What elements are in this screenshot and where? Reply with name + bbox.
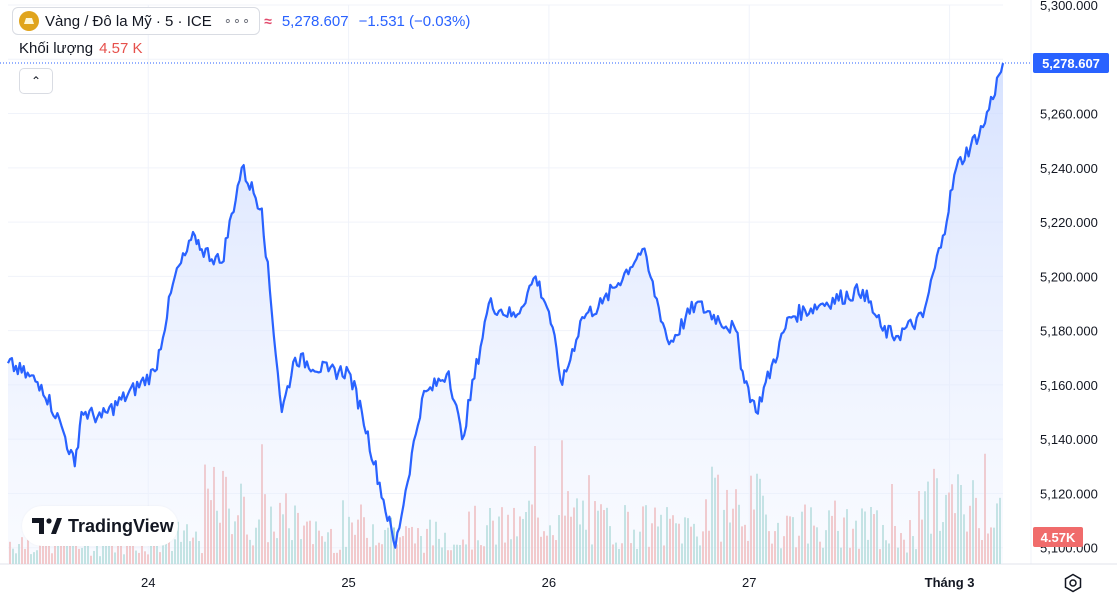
volume-value: 4.57 K	[99, 40, 143, 57]
tradingview-brand: TradingView	[68, 515, 174, 536]
y-tick-label: 5,260.000	[1040, 107, 1098, 122]
y-tick-label: 5,120.000	[1040, 486, 1098, 501]
price-tag-bg	[1033, 53, 1109, 74]
more-options-icon[interactable]: ∘∘∘	[223, 13, 252, 28]
y-tick-label: 5,140.000	[1040, 432, 1098, 447]
price-axis[interactable]: 5,300.0005,280.0005,260.0005,240.0005,22…	[1040, 0, 1098, 556]
x-tick-label: Tháng 3	[925, 575, 975, 590]
time-axis[interactable]: 24 25 26 27 Tháng 3	[141, 575, 974, 590]
y-tick-label: 5,220.000	[1040, 215, 1098, 230]
chevron-up-icon: ⌃	[30, 74, 42, 88]
x-tick-label: 25	[341, 575, 355, 590]
y-tick-label: 5,200.000	[1040, 269, 1098, 284]
x-tick-label: 24	[141, 575, 155, 590]
tradingview-logo-icon	[32, 518, 62, 534]
y-tick-label: 5,300.000	[1040, 0, 1098, 13]
symbol-selector[interactable]: Vàng / Đô la Mỹ · 5 · ICE ∘∘∘	[12, 7, 261, 35]
chart-legend: Vàng / Đô la Mỹ · 5 · ICE ∘∘∘ ≈ 5,278.60…	[12, 7, 470, 35]
price-line	[7, 62, 1005, 549]
symbol-title: Vàng / Đô la Mỹ · 5 · ICE	[45, 12, 212, 30]
volume-tag: 4.57K	[1033, 527, 1083, 547]
y-tick-label: 5,160.000	[1040, 378, 1098, 393]
price-area-fill	[8, 63, 1003, 564]
x-tick-label: 26	[542, 575, 556, 590]
volume-tag-bg	[1033, 527, 1083, 547]
wave-icon: ≈	[264, 13, 272, 29]
tradingview-badge[interactable]: TradingView	[22, 506, 178, 546]
volume-tag-text: 4.57K	[1041, 530, 1076, 545]
last-price: 5,278.607	[281, 12, 349, 30]
price-tag-text: 5,278.607	[1042, 56, 1100, 71]
gold-icon	[19, 11, 39, 31]
volume-label: Khối lượng	[19, 40, 94, 57]
price-change: −1.531 (−0.03%)	[358, 12, 471, 30]
x-tick-label: 27	[742, 575, 756, 590]
volume-legend: Khối lượng 4.57 K	[19, 40, 142, 57]
last-price-tag: 5,278.607	[1033, 53, 1109, 74]
y-tick-label: 5,180.000	[1040, 324, 1098, 339]
settings-icon[interactable]	[1063, 573, 1083, 593]
collapse-legend-button[interactable]: ⌃	[19, 68, 53, 94]
y-tick-label: 5,240.000	[1040, 161, 1098, 176]
